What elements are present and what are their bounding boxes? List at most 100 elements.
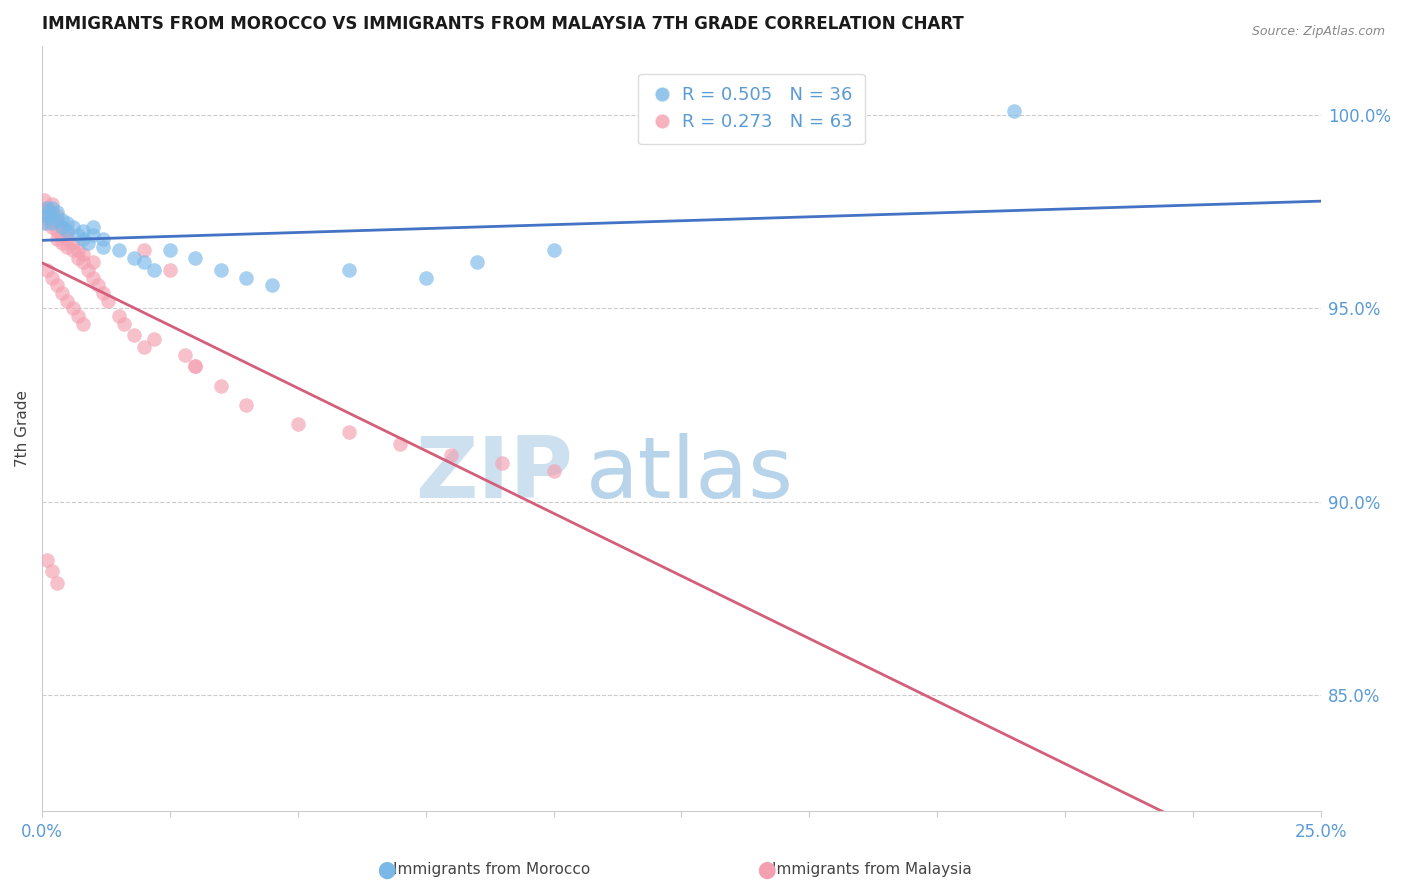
Point xyxy=(262,278,284,293)
Point xyxy=(41,212,63,227)
Text: IMMIGRANTS FROM MOROCCO VS IMMIGRANTS FROM MALAYSIA 7TH GRADE CORRELATION CHART: IMMIGRANTS FROM MOROCCO VS IMMIGRANTS FR… xyxy=(42,15,963,33)
Point xyxy=(66,309,89,323)
Point xyxy=(41,197,63,211)
Point xyxy=(184,359,207,374)
Point xyxy=(159,244,181,258)
Point xyxy=(41,209,63,223)
Point xyxy=(35,552,58,566)
Point xyxy=(66,244,89,258)
Point xyxy=(56,239,79,253)
Point xyxy=(543,244,565,258)
Point xyxy=(51,220,73,235)
Point xyxy=(46,216,69,230)
Point xyxy=(82,255,104,269)
Point xyxy=(440,448,463,462)
Y-axis label: 7th Grade: 7th Grade xyxy=(15,390,30,467)
Point xyxy=(91,285,114,300)
Point xyxy=(35,201,58,215)
Point xyxy=(1002,104,1025,119)
Text: ZIP: ZIP xyxy=(415,433,572,516)
Point xyxy=(35,262,58,277)
Point xyxy=(209,262,232,277)
Point xyxy=(76,235,98,250)
Point xyxy=(174,348,197,362)
Point xyxy=(415,270,437,285)
Point xyxy=(122,328,145,343)
Point xyxy=(35,201,58,215)
Text: atlas: atlas xyxy=(585,433,793,516)
Point xyxy=(97,293,120,308)
Point xyxy=(46,209,69,223)
Point xyxy=(287,417,309,432)
Point xyxy=(46,224,69,238)
Point xyxy=(543,464,565,478)
Text: ⬤: ⬤ xyxy=(377,861,396,879)
Point xyxy=(337,262,360,277)
Point xyxy=(62,235,84,250)
Legend: R = 0.505   N = 36, R = 0.273   N = 63: R = 0.505 N = 36, R = 0.273 N = 63 xyxy=(638,74,865,145)
Point xyxy=(46,212,69,227)
Point xyxy=(56,224,79,238)
Point xyxy=(72,317,94,331)
Point xyxy=(72,232,94,246)
Point xyxy=(62,220,84,235)
Point xyxy=(41,270,63,285)
Point xyxy=(72,247,94,261)
Point xyxy=(66,227,89,242)
Point xyxy=(46,575,69,590)
Point xyxy=(34,216,56,230)
Point xyxy=(134,244,156,258)
Point xyxy=(46,278,69,293)
Point xyxy=(51,227,73,242)
Point xyxy=(388,436,411,450)
Point xyxy=(107,309,129,323)
Point xyxy=(82,227,104,242)
Point xyxy=(32,204,55,219)
Point xyxy=(82,220,104,235)
Point xyxy=(76,262,98,277)
Text: ⬤: ⬤ xyxy=(756,861,776,879)
Point xyxy=(465,255,488,269)
Point xyxy=(41,220,63,235)
Point xyxy=(72,255,94,269)
Point xyxy=(143,332,166,346)
Point xyxy=(34,193,56,207)
Point xyxy=(38,204,60,219)
Point xyxy=(38,212,60,227)
Point xyxy=(134,255,156,269)
Point xyxy=(91,239,114,253)
Point xyxy=(56,224,79,238)
Point xyxy=(41,564,63,578)
Point xyxy=(72,224,94,238)
Point xyxy=(41,201,63,215)
Point xyxy=(51,285,73,300)
Point xyxy=(35,216,58,230)
Point xyxy=(35,209,58,223)
Text: Immigrants from Malaysia: Immigrants from Malaysia xyxy=(772,863,972,877)
Point xyxy=(112,317,135,331)
Point xyxy=(35,201,58,215)
Point xyxy=(38,204,60,219)
Point xyxy=(184,251,207,265)
Point xyxy=(41,204,63,219)
Point xyxy=(56,216,79,230)
Point xyxy=(107,244,129,258)
Point xyxy=(209,378,232,392)
Point xyxy=(66,251,89,265)
Point xyxy=(51,212,73,227)
Text: Source: ZipAtlas.com: Source: ZipAtlas.com xyxy=(1251,25,1385,38)
Point xyxy=(184,359,207,374)
Point xyxy=(337,425,360,439)
Point xyxy=(122,251,145,265)
Point xyxy=(235,270,257,285)
Point xyxy=(46,232,69,246)
Point xyxy=(87,278,110,293)
Point xyxy=(51,220,73,235)
Point xyxy=(35,209,58,223)
Point xyxy=(46,204,69,219)
Point xyxy=(41,216,63,230)
Point xyxy=(491,456,513,470)
Point xyxy=(143,262,166,277)
Point xyxy=(51,235,73,250)
Point xyxy=(159,262,181,277)
